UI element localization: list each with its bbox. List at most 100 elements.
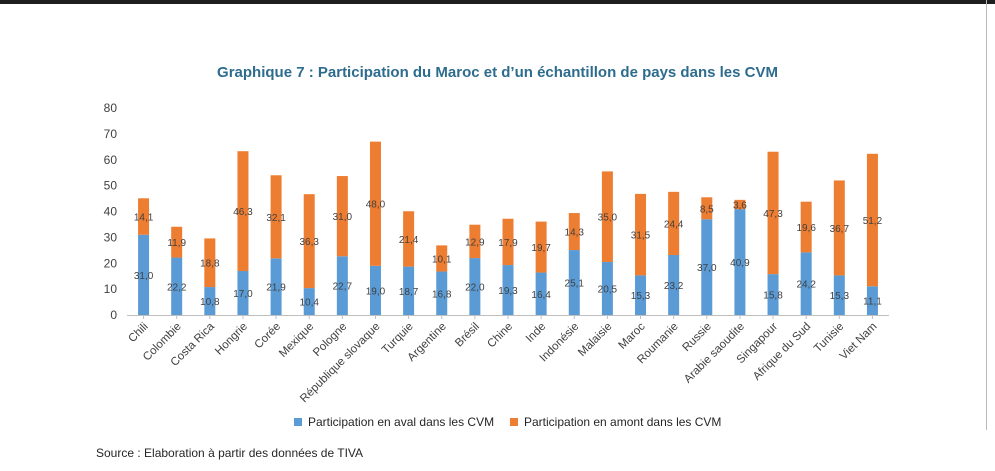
data-label-aval: 40,9 <box>730 258 750 269</box>
legend-swatch-amont <box>510 418 518 426</box>
bar-aval <box>833 275 845 315</box>
data-label-amont: 36,3 <box>299 237 319 248</box>
y-tick-label: 10 <box>104 282 118 296</box>
data-label-amont: 12,9 <box>465 237 485 248</box>
data-label-aval: 11,1 <box>863 297 882 308</box>
bar-aval <box>502 265 514 315</box>
bar-amont <box>535 221 547 273</box>
x-tick-label: Malaisie <box>576 321 614 359</box>
y-tick-label: 30 <box>104 230 118 244</box>
data-label-amont: 48,0 <box>366 200 386 211</box>
chart-title: Graphique 7 : Participation du Maroc et … <box>217 64 778 81</box>
bar-amont <box>138 198 150 235</box>
data-label-aval: 21,9 <box>266 283 286 294</box>
x-tick-label: Hongrie <box>213 321 250 358</box>
bar-aval <box>237 271 249 315</box>
bar-aval <box>800 252 812 315</box>
bar-aval <box>535 272 547 315</box>
bar-aval <box>767 274 779 315</box>
bar-amont <box>436 245 448 272</box>
x-tick-label: Brésil <box>453 321 482 350</box>
data-label-amont: 46,3 <box>233 207 253 218</box>
data-label-aval: 31,0 <box>134 271 154 282</box>
bar-aval <box>303 288 315 315</box>
x-tick-label: Inde <box>524 321 548 345</box>
data-label-amont: 14,1 <box>134 213 154 224</box>
data-label-amont: 19,6 <box>796 223 816 234</box>
bar-amont <box>270 175 282 259</box>
data-label-amont: 51,2 <box>863 216 883 227</box>
data-label-aval: 19,3 <box>498 286 518 297</box>
data-label-aval: 20,5 <box>598 284 618 295</box>
bar-aval <box>701 219 713 315</box>
bar-aval <box>436 271 448 315</box>
bar-amont <box>237 151 249 272</box>
bar-aval <box>171 257 183 315</box>
y-tick-label: 40 <box>104 205 118 219</box>
legend-label-amont: Participation en amont dans les CVM <box>524 415 722 429</box>
bar-amont <box>866 153 878 287</box>
x-tick-label: Maroc <box>617 320 648 351</box>
top-rule <box>0 0 995 4</box>
bar-aval <box>668 254 680 315</box>
y-tick-label: 80 <box>104 101 118 115</box>
x-tick-label: Afrique du Sud <box>751 321 813 383</box>
data-label-amont: 3,6 <box>733 201 747 212</box>
x-tick-label: Mexique <box>277 321 316 360</box>
x-tick-label: Corée <box>253 321 284 352</box>
data-label-aval: 10,4 <box>299 298 319 309</box>
legend-item-aval: Participation en aval dans les CVM <box>294 415 494 429</box>
bar-amont <box>767 151 779 275</box>
source-note: Source : Elaboration à partir des donnée… <box>96 446 364 460</box>
data-label-amont: 19,7 <box>531 243 551 254</box>
data-label-aval: 10,8 <box>200 297 220 308</box>
data-label-aval: 37,0 <box>697 263 717 274</box>
bar-aval <box>469 258 481 315</box>
bar-amont <box>734 199 746 210</box>
bar-amont <box>833 180 845 276</box>
data-label-amont: 21,4 <box>399 235 419 246</box>
legend: Participation en aval dans les CVM Parti… <box>0 415 995 435</box>
bar-amont <box>800 201 812 253</box>
y-tick-label: 0 <box>110 308 117 322</box>
bar-amont <box>403 211 415 267</box>
data-label-aval: 18,7 <box>399 287 419 298</box>
data-label-aval: 22,7 <box>333 282 353 293</box>
bar-amont <box>369 141 381 266</box>
data-label-amont: 47,3 <box>763 209 783 220</box>
x-tick-label: Chine <box>485 321 515 351</box>
data-label-aval: 22,0 <box>465 283 485 294</box>
legend-label-aval: Participation en aval dans les CVM <box>308 415 495 429</box>
data-label-amont: 24,4 <box>664 219 684 230</box>
bar-aval <box>734 209 746 315</box>
data-label-amont: 14,3 <box>565 228 585 239</box>
bar-amont <box>204 238 216 288</box>
data-label-amont: 31,0 <box>333 212 353 223</box>
data-label-amont: 31,5 <box>631 231 651 242</box>
x-tick-label: Chili <box>126 321 150 345</box>
data-label-aval: 15,3 <box>830 291 850 302</box>
bar-amont <box>668 191 680 255</box>
data-label-aval: 24,2 <box>796 280 816 291</box>
legend-swatch-aval <box>294 418 302 426</box>
right-rule <box>986 0 987 430</box>
y-tick-label: 70 <box>104 127 118 141</box>
data-label-amont: 18,8 <box>200 259 220 270</box>
bar-aval <box>270 258 282 315</box>
bar-aval <box>635 275 647 315</box>
data-label-amont: 32,1 <box>266 213 286 224</box>
y-tick-label: 60 <box>104 153 118 167</box>
bar-amont <box>701 197 713 220</box>
data-label-aval: 23,2 <box>664 281 684 292</box>
y-tick-label: 20 <box>104 256 118 270</box>
bar-amont <box>336 176 348 257</box>
bar-amont <box>568 213 580 251</box>
data-label-amont: 35,0 <box>598 213 618 224</box>
data-label-aval: 22,2 <box>167 282 187 293</box>
bar-amont <box>635 193 647 276</box>
data-label-aval: 15,3 <box>631 291 651 302</box>
bar-aval <box>601 261 613 315</box>
x-tick-label: Arabie saoudite <box>682 321 747 386</box>
bar-amont <box>469 224 481 259</box>
